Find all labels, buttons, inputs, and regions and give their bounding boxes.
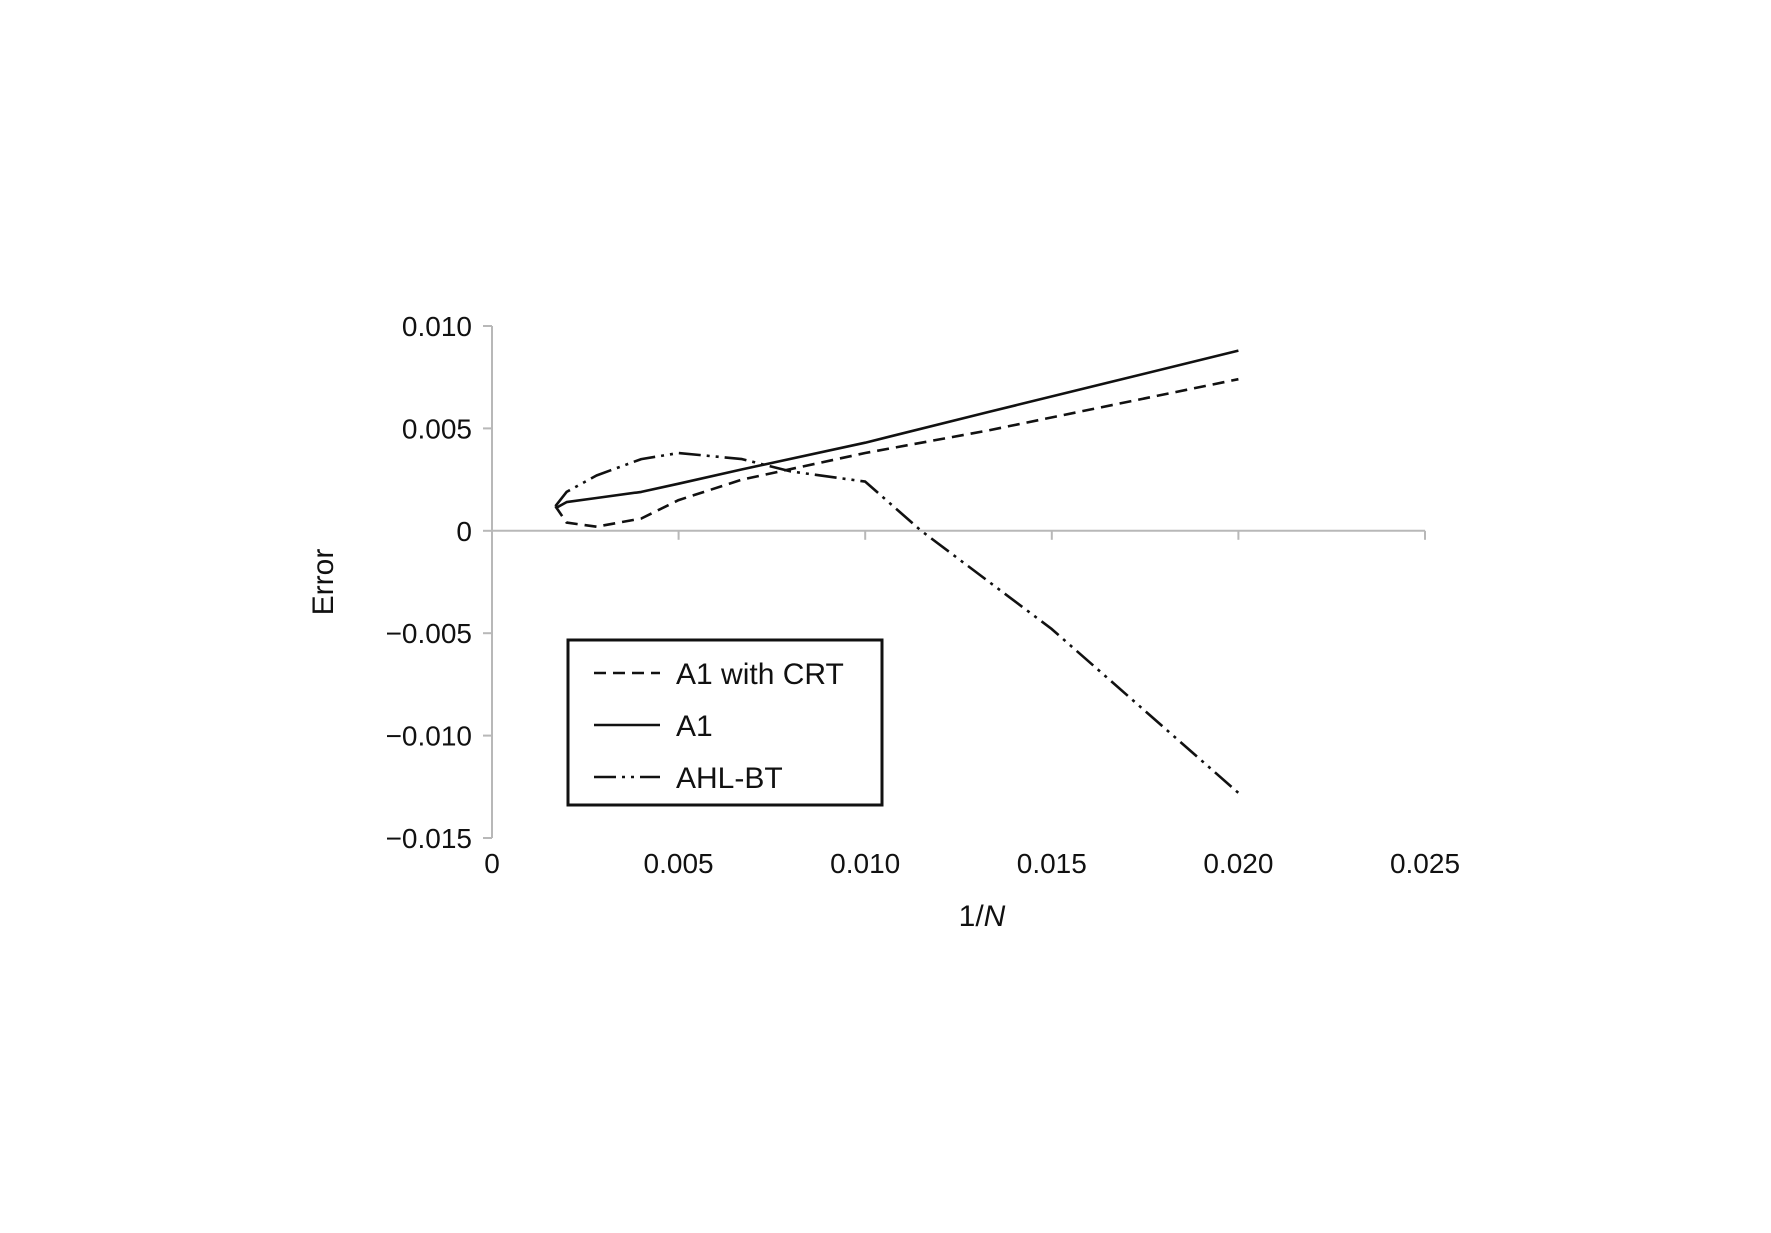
y-tick-label: −0.010	[386, 721, 472, 752]
x-axis-title-variable: N	[984, 900, 1006, 933]
series-line-ahl-bt	[554, 451, 1240, 794]
y-tick-label: 0	[456, 516, 472, 547]
x-tick-label: 0.005	[644, 848, 714, 879]
x-tick-label: 0.010	[830, 848, 900, 879]
series-group	[554, 349, 1240, 794]
legend-label: A1 with CRT	[676, 658, 844, 691]
y-tick-label: 0.005	[402, 413, 472, 444]
legend-box	[566, 638, 884, 807]
series-line-a1-with-crt	[554, 377, 1239, 529]
x-tick-label: 0	[484, 848, 500, 879]
legend: A1 with CRT A1 AHL-BT	[566, 638, 884, 807]
x-axis-title: 1/N	[959, 900, 1006, 933]
y-ticks: 0.010 0.005 0 −0.005 −0.010 −0.015	[386, 311, 492, 854]
x-tick-label: 0.025	[1390, 848, 1460, 879]
legend-label: A1	[676, 710, 713, 743]
x-tick-label: 0.020	[1203, 848, 1273, 879]
x-ticks: 0 0.005 0.010 0.015 0.020 0.025	[484, 530, 1460, 879]
series-line-a1	[554, 349, 1239, 510]
x-tick-label: 0.015	[1017, 848, 1087, 879]
legend-entries: A1 with CRT A1 AHL-BT	[594, 658, 844, 795]
y-axis-title: Error	[307, 549, 340, 616]
x-axis-title-main: 1/	[959, 900, 985, 933]
legend-label: AHL-BT	[676, 762, 783, 795]
y-tick-label: −0.005	[386, 618, 472, 649]
y-tick-label: 0.010	[402, 311, 472, 342]
y-tick-label: −0.015	[386, 823, 472, 854]
